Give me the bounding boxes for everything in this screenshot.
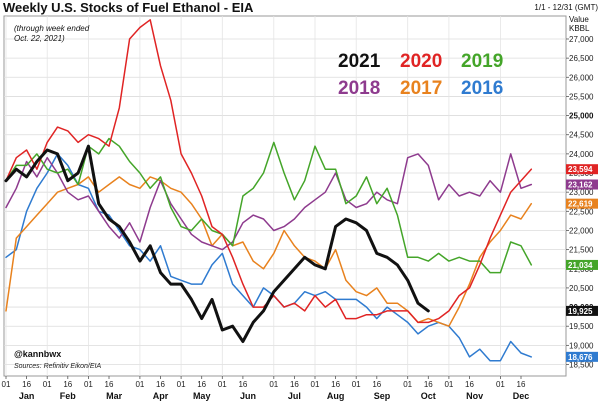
last-value-tag-2019: [566, 259, 598, 270]
legend-entry-2020: 2020: [400, 51, 442, 72]
series-line-2021: [4, 144, 430, 343]
last-value-tag-2016: [566, 351, 598, 362]
x-tick-label: 16: [156, 380, 165, 389]
x-tick-label: 16: [238, 380, 247, 389]
legend-entry-2017: 2017: [400, 78, 442, 99]
x-tick-label: 01: [218, 380, 227, 389]
series-line-2019: [5, 137, 533, 274]
sources-note: Sources: Refinitiv Eikon/EIA: [14, 363, 101, 370]
y-tick-label: 22,000: [569, 226, 594, 235]
y-tick-label: 21,500: [569, 246, 594, 255]
y-tick-label: 26,000: [569, 73, 594, 82]
y-tick-label: 24,000: [569, 150, 594, 159]
last-value-tag-2017: [566, 198, 598, 209]
x-tick-label: 01: [135, 380, 144, 389]
last-value-label-2018: 23,162: [568, 181, 593, 190]
y-tick-label: 25,000: [569, 112, 594, 121]
x-tick-label: 01: [43, 380, 52, 389]
x-tick-label: 16: [465, 380, 474, 389]
x-tick-label: 16: [63, 380, 72, 389]
month-label: Nov: [466, 391, 483, 401]
month-label: Apr: [153, 391, 169, 401]
x-tick-label: 16: [22, 380, 31, 389]
y-axis-label-unit: KBBL: [569, 24, 590, 33]
x-tick-label: 01: [84, 380, 93, 389]
x-tick-label: 01: [2, 380, 11, 389]
x-tick-label: 01: [352, 380, 361, 389]
month-label: Mar: [106, 391, 123, 401]
last-value-tags: 18,676 22,619 23,162 21,034 23,594 19,925: [566, 164, 598, 362]
legend-entry-2021: 2021: [338, 51, 381, 72]
y-tick-label: 27,000: [569, 35, 594, 44]
x-tick-label: 16: [290, 380, 299, 389]
month-label: Feb: [60, 391, 77, 401]
last-value-tag-2018: [566, 179, 598, 190]
series-line-2018: [5, 153, 533, 251]
x-tick-label: 16: [105, 380, 114, 389]
x-tick-label: 01: [311, 380, 320, 389]
y-tick-label: 19,000: [569, 341, 594, 350]
y-axis-ticks: 18,50019,00019,50020,00020,50021,00021,5…: [566, 35, 594, 370]
x-tick-label: 16: [372, 380, 381, 389]
x-tick-label: 16: [331, 380, 340, 389]
month-labels: Jan Feb Mar Apr May Jun Jul Aug Sep Oct Nov Dec: [19, 391, 529, 401]
y-tick-label: 23,000: [569, 188, 594, 197]
x-tick-label: 01: [177, 380, 186, 389]
legend: 2016 2017 2018 2019 2020 2021: [338, 51, 503, 99]
month-label: Jun: [240, 391, 256, 401]
y-tick-label: 24,500: [569, 131, 594, 140]
subtitle-line2: Oct. 22, 2021): [14, 34, 65, 43]
credit-handle: @kannbwx: [14, 349, 61, 359]
month-label: Dec: [513, 391, 530, 401]
last-value-tag-2021: [566, 305, 598, 316]
month-label: Jul: [288, 391, 301, 401]
y-tick-label: 19,500: [569, 322, 594, 331]
last-value-label-2019: 21,034: [568, 261, 593, 270]
series-lines: [4, 19, 533, 362]
x-tick-label: 01: [496, 380, 505, 389]
y-tick-label: 20,500: [569, 284, 594, 293]
x-tick-label: 16: [424, 380, 433, 389]
last-value-label-2021: 19,925: [568, 307, 593, 316]
month-label: Jan: [19, 391, 35, 401]
x-tick-label: 01: [269, 380, 278, 389]
month-label: Oct: [421, 391, 436, 401]
month-label: Aug: [327, 391, 345, 401]
gridlines: [4, 16, 566, 376]
legend-entry-2016: 2016: [461, 78, 503, 99]
y-tick-label: 26,500: [569, 54, 594, 63]
x-tick-label: 01: [403, 380, 412, 389]
last-value-tag-2020: [566, 164, 598, 175]
y-axis-label-value: Value: [569, 15, 589, 24]
chart-title: Weekly U.S. Stocks of Fuel Ethanol - EIA: [3, 0, 254, 15]
y-tick-label: 22,500: [569, 207, 594, 216]
last-value-label-2020: 23,594: [568, 165, 593, 174]
legend-entry-2019: 2019: [461, 51, 503, 72]
last-value-label-2017: 22,619: [568, 200, 593, 209]
legend-entry-2018: 2018: [338, 78, 380, 99]
subtitle-line1: (through week ended: [14, 24, 90, 33]
series-line-2017: [5, 176, 533, 327]
x-tick-label: 16: [517, 380, 526, 389]
x-tick-label: 01: [444, 380, 453, 389]
date-range: 1/1 - 12/31 (GMT): [534, 3, 598, 12]
last-value-label-2016: 18,676: [568, 353, 593, 362]
y-tick-label: 18,500: [569, 361, 594, 370]
x-tick-label: 16: [197, 380, 206, 389]
month-label: May: [193, 391, 211, 401]
month-label: Sep: [374, 391, 391, 401]
x-axis-ticks: 01 16 01 16 01 16 01 16 01 16 01 16 01 16 01 16 01 16 01 16…: [2, 376, 526, 389]
y-tick-label: 25,500: [569, 92, 594, 101]
